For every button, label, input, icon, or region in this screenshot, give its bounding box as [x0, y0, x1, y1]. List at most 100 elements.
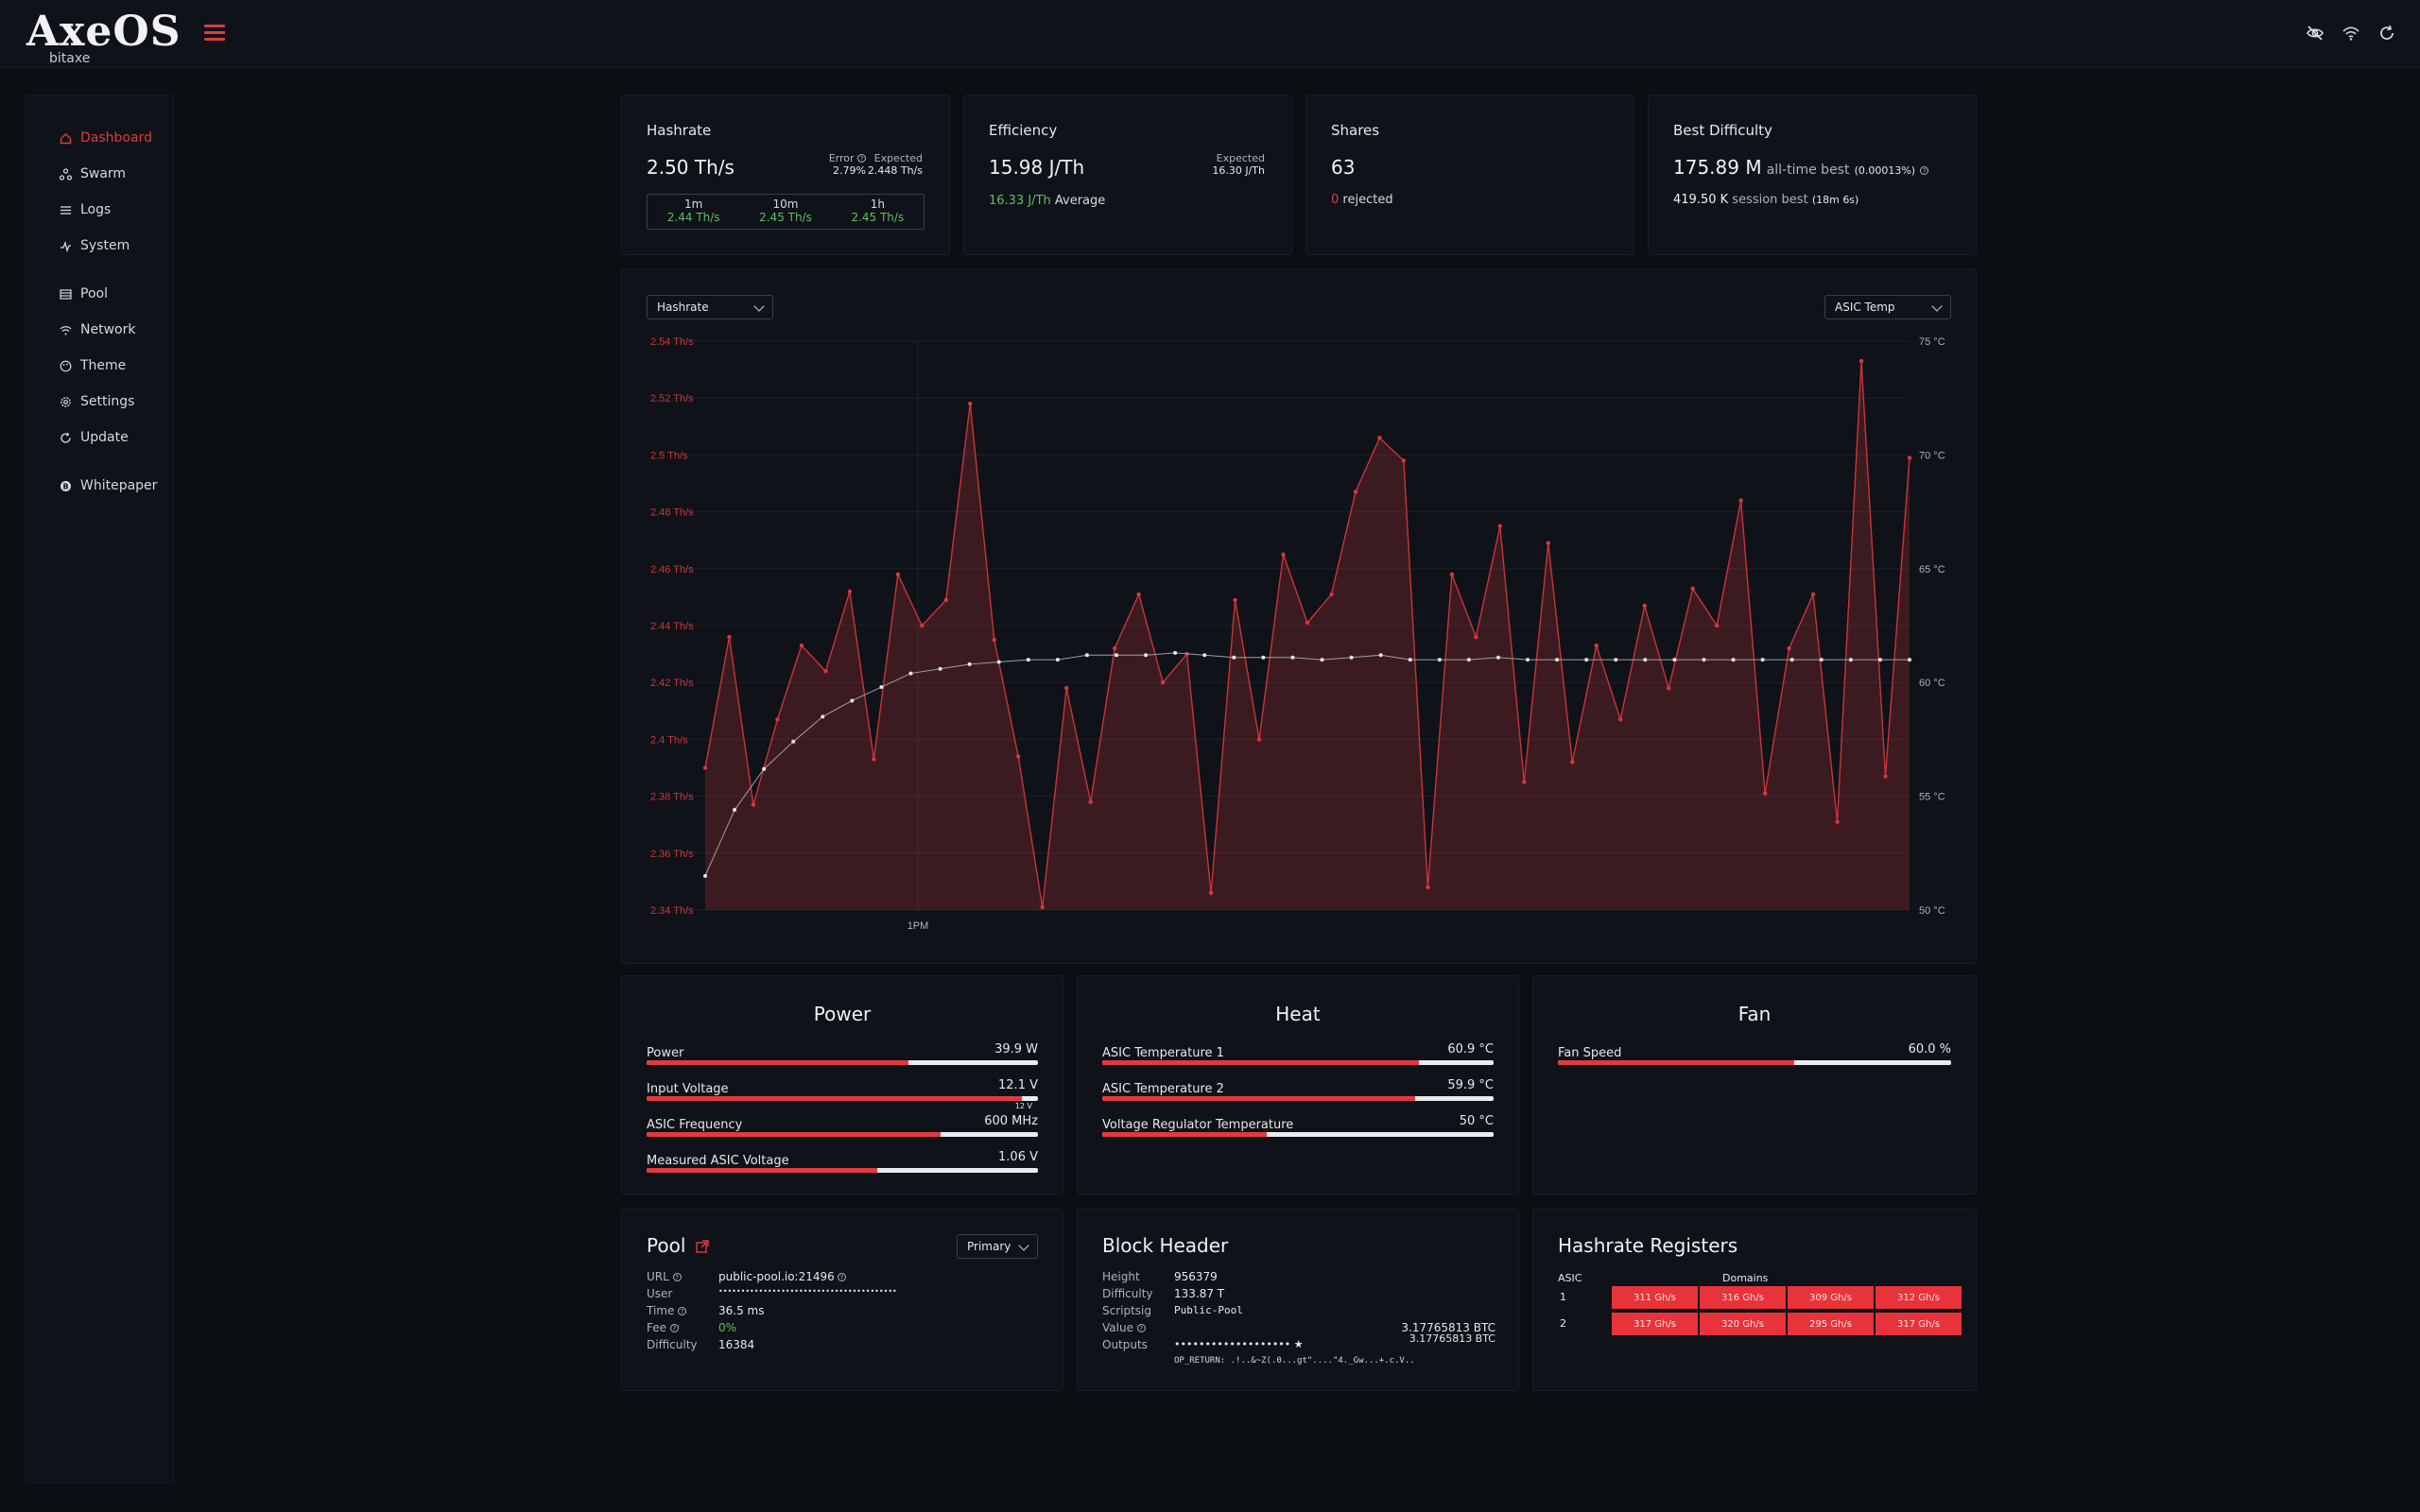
- rejected-label: rejected: [1342, 193, 1393, 207]
- hashrate-point: [823, 668, 828, 674]
- power-metric-bar-fill: [647, 1168, 878, 1173]
- sidebar-item-label: Logs: [80, 202, 112, 217]
- logo-text: AxeOS: [26, 8, 182, 56]
- temp-point: [1466, 658, 1471, 662]
- power-metric-bar: [647, 1132, 1038, 1137]
- sidebar-item-whitepaper[interactable]: B Whitepaper: [26, 468, 173, 504]
- heat-metric-value: 59.9 °C: [1447, 1078, 1494, 1092]
- logo[interactable]: AxeOS bitaxe: [26, 8, 182, 67]
- hashrate-point: [1377, 436, 1382, 440]
- menu-toggle-icon[interactable]: [204, 25, 225, 42]
- power-metric-bar: [647, 1060, 1038, 1065]
- temp-point: [1495, 655, 1500, 660]
- y-right-tick: 60 °C: [1919, 678, 1945, 689]
- sidebar-item-label: Settings: [80, 394, 135, 409]
- sidebar-item-label: Update: [80, 430, 129, 445]
- temp-point: [1144, 653, 1149, 658]
- hashrate-point: [1667, 686, 1671, 691]
- hashrate-point: [1208, 890, 1214, 896]
- pool-key: Fee: [647, 1321, 667, 1334]
- power-card: Power Power 39.9 W Input Voltage 12.1 V 12 V…: [621, 975, 1063, 1194]
- hashrate-point: [1497, 524, 1503, 528]
- session-best-value: 419.50 K: [1673, 193, 1729, 207]
- power-metric-row: Input Voltage 12.1 V 12 V: [647, 1078, 1038, 1110]
- pool-key: Difficulty: [647, 1338, 698, 1351]
- sidebar-item-theme[interactable]: Theme: [26, 348, 173, 384]
- y-left-tick: 2.46 Th/s: [650, 564, 694, 576]
- y-right-tick: 70 °C: [1919, 450, 1945, 461]
- window-1h: 1h 2.45 Th/s: [851, 198, 905, 224]
- power-metric-label: Power: [647, 1046, 684, 1060]
- pool-card: Pool Primary URL ? public-pool.io:21496? U…: [621, 1209, 1063, 1391]
- logo-subtitle: bitaxe: [49, 51, 91, 66]
- fan-metric-value: 60.0 %: [1908, 1042, 1951, 1057]
- info-icon[interactable]: ?: [669, 1324, 679, 1332]
- hashrate-point: [1449, 572, 1455, 577]
- alltime-best-label: all-time best: [1766, 163, 1850, 178]
- wifi-icon[interactable]: [2341, 23, 2361, 43]
- register-cell: 309 Gh/s: [1788, 1286, 1874, 1309]
- temp-point: [1437, 658, 1442, 662]
- hashrate-point: [968, 402, 973, 406]
- hashrate-point: [775, 717, 780, 722]
- temp-point: [1908, 658, 1911, 662]
- power-metric-bar-fill: [647, 1096, 1023, 1101]
- alltime-best-value: 175.89 M: [1673, 156, 1762, 179]
- power-metric-value: 39.9 W: [994, 1042, 1038, 1057]
- error-value: 2.79%: [833, 164, 866, 177]
- hashrate-point: [1112, 645, 1117, 651]
- temp-point: [1408, 658, 1412, 662]
- pool-key: User: [647, 1287, 673, 1300]
- info-icon[interactable]: ?: [838, 1273, 846, 1281]
- power-metric-row: ASIC Frequency 600 MHz: [647, 1114, 1038, 1143]
- list-icon: [58, 204, 73, 216]
- hashrate-point: [1040, 904, 1045, 910]
- temp-point: [1320, 658, 1324, 662]
- sidebar-item-pool[interactable]: Pool: [26, 276, 173, 312]
- external-link-icon[interactable]: [696, 1235, 709, 1258]
- temp-point: [1584, 658, 1589, 662]
- pool-value: 16384: [718, 1338, 755, 1351]
- power-metric-value: 12.1 V: [998, 1078, 1038, 1092]
- sidebar-item-label: Dashboard: [80, 130, 152, 146]
- temp-point: [1731, 658, 1736, 662]
- fan-card: Fan Fan Speed 60.0 %: [1532, 975, 1977, 1194]
- panel-title: Power: [813, 1003, 872, 1025]
- info-icon[interactable]: ?: [857, 154, 866, 163]
- temp-point: [996, 660, 1001, 664]
- refresh-icon[interactable]: [2377, 23, 2397, 43]
- eye-off-icon[interactable]: [2305, 23, 2325, 43]
- heat-card: Heat ASIC Temperature 1 60.9 °C ASIC Tempe…: [1077, 975, 1519, 1194]
- temp-point: [879, 685, 884, 690]
- sidebar-item-logs[interactable]: Logs: [26, 192, 173, 228]
- temp-point: [1202, 653, 1207, 658]
- sidebar-item-update[interactable]: Update: [26, 420, 173, 455]
- register-asic: 2: [1560, 1317, 1566, 1330]
- temp-point: [1290, 655, 1295, 660]
- expected-label: Expected: [1216, 152, 1265, 164]
- info-icon[interactable]: ?: [672, 1273, 682, 1281]
- temp-point: [1026, 658, 1030, 662]
- panel-title: Heat: [1275, 1003, 1321, 1025]
- sidebar-item-dashboard[interactable]: Dashboard: [26, 120, 173, 156]
- rejected-count: 0: [1331, 193, 1340, 207]
- sidebar-item-swarm[interactable]: Swarm: [26, 156, 173, 192]
- power-metric-bar-fill: [647, 1132, 941, 1137]
- pool-value: 0%: [718, 1321, 737, 1334]
- register-cell: 317 Gh/s: [1876, 1313, 1962, 1335]
- temp-point: [1261, 655, 1266, 660]
- temp-point: [1349, 655, 1354, 660]
- sidebar-item-system[interactable]: System: [26, 228, 173, 264]
- y-left-tick: 2.42 Th/s: [650, 678, 694, 689]
- info-icon[interactable]: ?: [1920, 166, 1929, 175]
- info-icon[interactable]: ?: [678, 1307, 687, 1315]
- chart-left-select[interactable]: Hashrate: [647, 295, 773, 319]
- sidebar-item-settings[interactable]: Settings: [26, 384, 173, 420]
- sidebar-item-network[interactable]: Network: [26, 312, 173, 348]
- chart-right-select[interactable]: ASIC Temp: [1824, 295, 1951, 319]
- temp-point: [821, 714, 825, 719]
- pool-select[interactable]: Primary: [957, 1234, 1038, 1259]
- domains-header: Domains: [1722, 1272, 1769, 1284]
- info-icon[interactable]: ?: [1136, 1324, 1146, 1332]
- hashrate-point: [1642, 603, 1647, 609]
